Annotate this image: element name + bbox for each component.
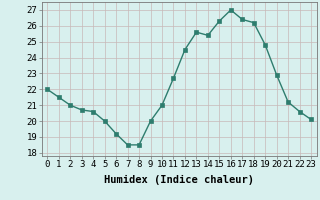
X-axis label: Humidex (Indice chaleur): Humidex (Indice chaleur) <box>104 175 254 185</box>
